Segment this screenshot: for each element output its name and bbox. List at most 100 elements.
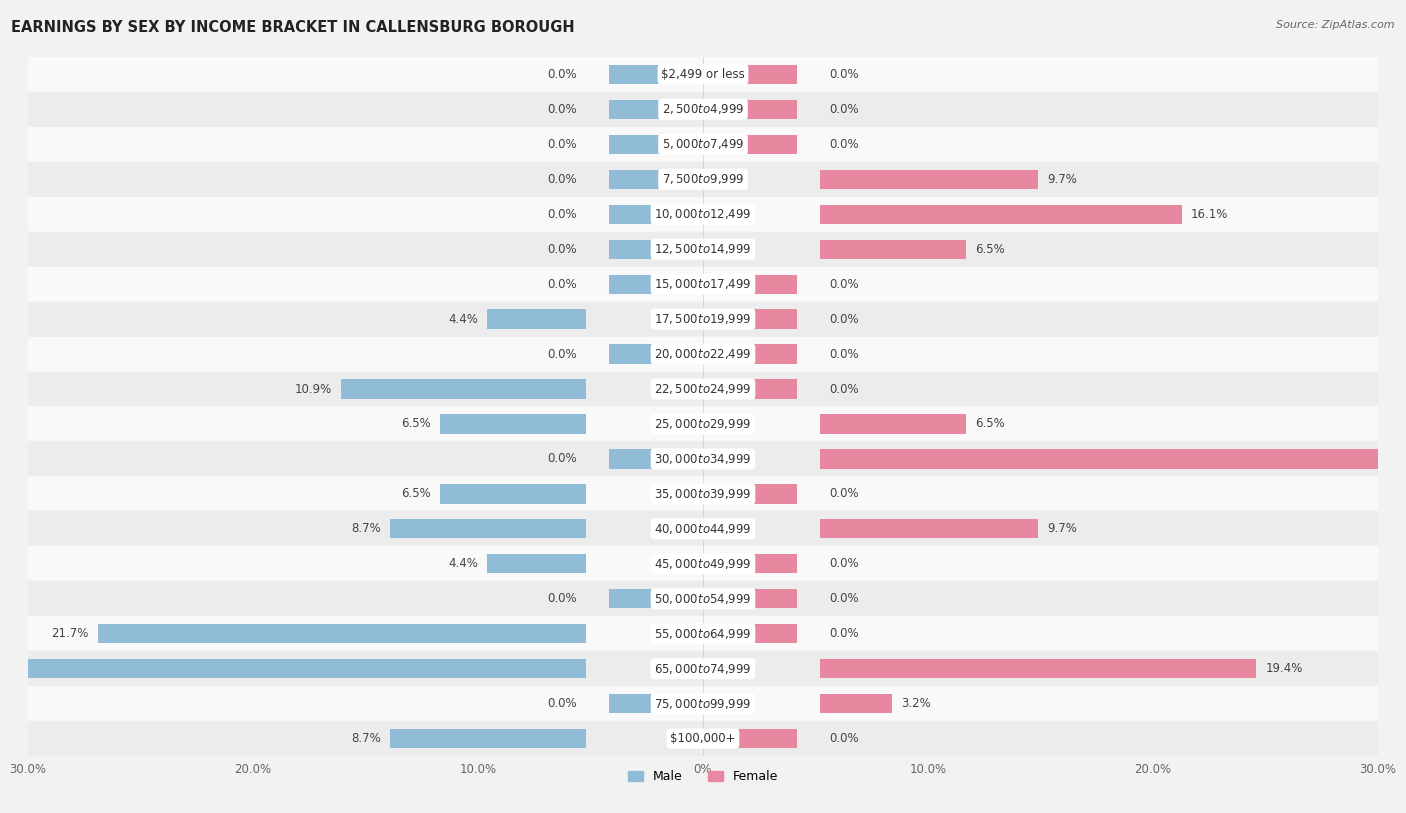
Bar [703,729,797,748]
Text: 4.4%: 4.4% [449,558,478,570]
Bar [391,729,586,748]
Text: 0.0%: 0.0% [547,68,576,80]
Bar [703,380,797,398]
Bar [703,275,797,293]
Text: 8.7%: 8.7% [352,733,381,745]
Bar [440,485,586,503]
Bar [28,267,1378,302]
Text: 0.0%: 0.0% [547,593,576,605]
Text: EARNINGS BY SEX BY INCOME BRACKET IN CALLENSBURG BOROUGH: EARNINGS BY SEX BY INCOME BRACKET IN CAL… [11,20,575,35]
Bar [820,170,1038,189]
Bar [609,170,703,189]
Bar [820,240,966,259]
Bar [28,337,1378,372]
Text: $7,500 to $9,999: $7,500 to $9,999 [662,172,744,186]
Bar [703,485,797,503]
Text: $5,000 to $7,499: $5,000 to $7,499 [662,137,744,151]
Bar [28,372,1378,406]
Bar [703,345,797,363]
Text: $35,000 to $39,999: $35,000 to $39,999 [654,487,752,501]
Text: 0.0%: 0.0% [830,558,859,570]
Text: 6.5%: 6.5% [976,243,1005,255]
Text: 8.7%: 8.7% [352,523,381,535]
Bar [28,92,1378,127]
Text: $100,000+: $100,000+ [671,733,735,745]
Text: 6.5%: 6.5% [401,418,430,430]
Text: $12,500 to $14,999: $12,500 to $14,999 [654,242,752,256]
Bar [703,589,797,608]
Text: 19.4%: 19.4% [1265,663,1303,675]
Text: $10,000 to $12,499: $10,000 to $12,499 [654,207,752,221]
Bar [28,651,1378,686]
Bar [28,302,1378,337]
Text: Source: ZipAtlas.com: Source: ZipAtlas.com [1277,20,1395,30]
Text: 10.9%: 10.9% [295,383,332,395]
Bar [820,415,966,433]
Bar [703,65,797,84]
Text: 0.0%: 0.0% [830,313,859,325]
Text: 0.0%: 0.0% [830,103,859,115]
Text: $2,500 to $4,999: $2,500 to $4,999 [662,102,744,116]
Bar [609,100,703,119]
Bar [28,511,1378,546]
Bar [820,205,1182,224]
Bar [609,275,703,293]
Bar [703,624,797,643]
Bar [703,100,797,119]
Text: 4.4%: 4.4% [449,313,478,325]
Text: 0.0%: 0.0% [830,733,859,745]
Text: 0.0%: 0.0% [830,628,859,640]
Text: 3.2%: 3.2% [901,698,931,710]
Text: 0.0%: 0.0% [547,278,576,290]
Bar [609,240,703,259]
Bar [609,345,703,363]
Bar [98,624,586,643]
Text: 9.7%: 9.7% [1047,173,1077,185]
Text: $30,000 to $34,999: $30,000 to $34,999 [654,452,752,466]
Bar [28,721,1378,756]
Bar [340,380,586,398]
Bar [820,520,1038,538]
Text: 0.0%: 0.0% [547,173,576,185]
Text: 0.0%: 0.0% [547,103,576,115]
Bar [703,135,797,154]
Legend: Male, Female: Male, Female [623,765,783,789]
Bar [820,450,1406,468]
Bar [28,57,1378,92]
Text: $15,000 to $17,499: $15,000 to $17,499 [654,277,752,291]
Bar [486,554,586,573]
Bar [486,310,586,328]
Bar [609,65,703,84]
Bar [28,476,1378,511]
Bar [609,589,703,608]
Bar [703,310,797,328]
Bar [28,197,1378,232]
Text: $17,500 to $19,999: $17,500 to $19,999 [654,312,752,326]
Text: 0.0%: 0.0% [547,698,576,710]
Text: 0.0%: 0.0% [547,348,576,360]
Text: $65,000 to $74,999: $65,000 to $74,999 [654,662,752,676]
Text: $25,000 to $29,999: $25,000 to $29,999 [654,417,752,431]
Text: 0.0%: 0.0% [547,243,576,255]
Bar [609,205,703,224]
Bar [28,581,1378,616]
Bar [0,659,586,678]
Bar [391,520,586,538]
Text: 9.7%: 9.7% [1047,523,1077,535]
Text: $75,000 to $99,999: $75,000 to $99,999 [654,697,752,711]
Text: 16.1%: 16.1% [1191,208,1229,220]
Text: 0.0%: 0.0% [830,383,859,395]
Text: 6.5%: 6.5% [401,488,430,500]
Text: 0.0%: 0.0% [830,593,859,605]
Bar [820,659,1257,678]
Bar [28,406,1378,441]
Bar [609,694,703,713]
Text: $22,500 to $24,999: $22,500 to $24,999 [654,382,752,396]
Text: 0.0%: 0.0% [830,348,859,360]
Bar [609,450,703,468]
Text: 6.5%: 6.5% [976,418,1005,430]
Text: $40,000 to $44,999: $40,000 to $44,999 [654,522,752,536]
Bar [820,694,891,713]
Bar [703,554,797,573]
Bar [28,546,1378,581]
